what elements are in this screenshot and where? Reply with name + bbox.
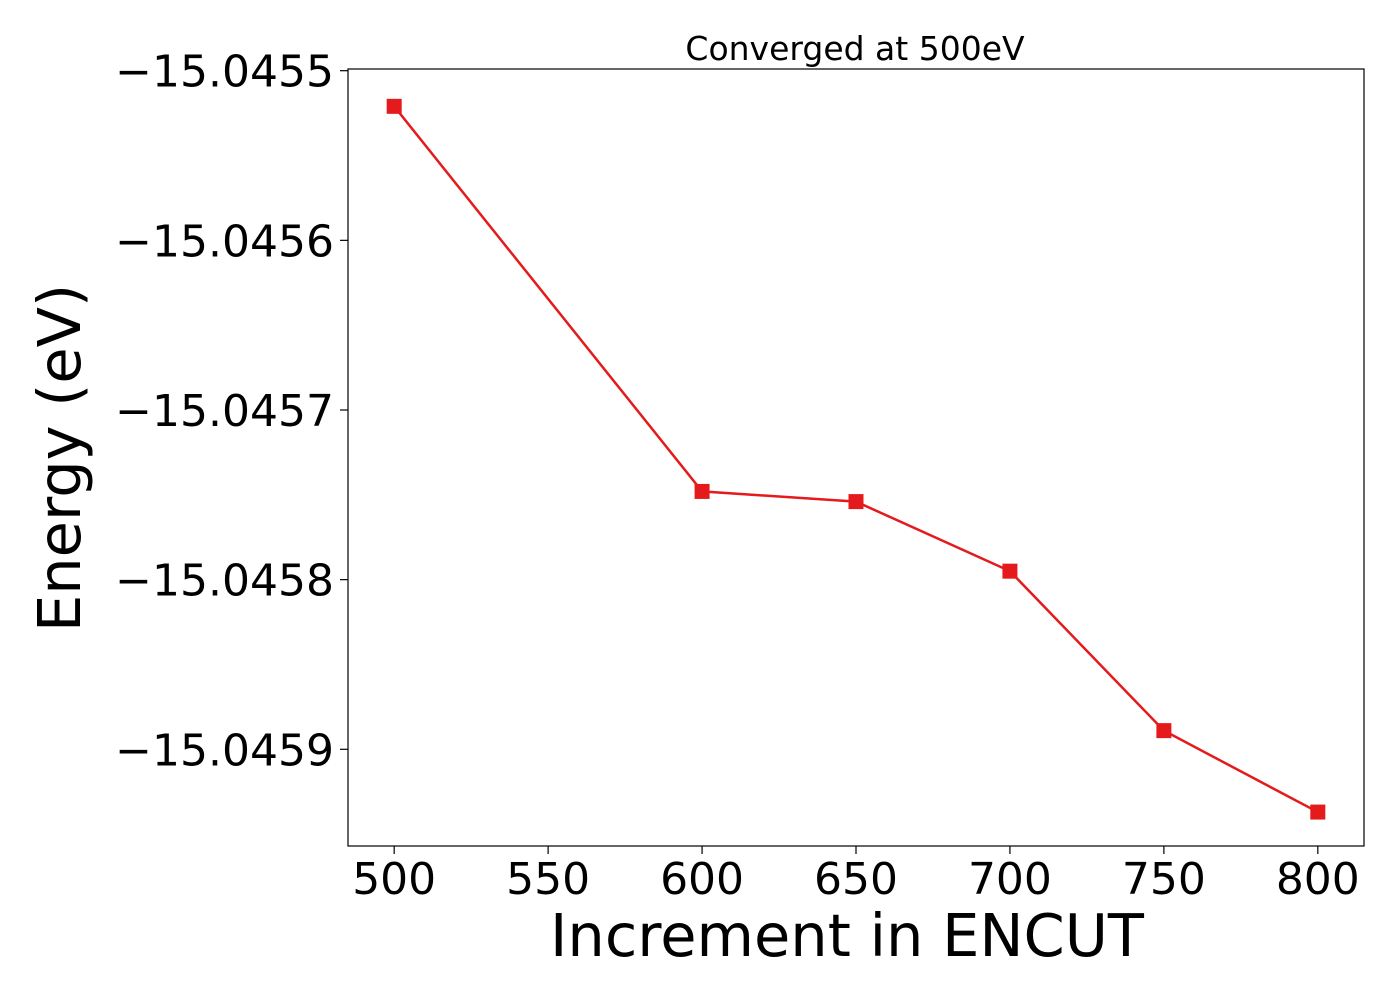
chart-title: Converged at 500eV bbox=[685, 29, 1025, 68]
x-axis-label: Increment in ENCUT bbox=[550, 901, 1145, 970]
x-tick-label: 650 bbox=[814, 854, 898, 905]
y-tick-label: −15.0456 bbox=[115, 216, 334, 267]
x-tick-label: 800 bbox=[1276, 854, 1360, 905]
y-axis-label: Energy (eV) bbox=[25, 284, 94, 632]
y-tick-label: −15.0457 bbox=[115, 386, 334, 437]
x-tick-label: 500 bbox=[352, 854, 436, 905]
x-tick-label: 700 bbox=[968, 854, 1052, 905]
data-point-marker bbox=[1310, 804, 1326, 820]
y-tick-label: −15.0459 bbox=[115, 725, 334, 776]
series-layer bbox=[386, 98, 1326, 820]
data-point-marker bbox=[1002, 563, 1018, 579]
plot-area bbox=[348, 69, 1364, 846]
y-axis-ticks: −15.0455 −15.0456 −15.0457 −15.0458 −15.0459 bbox=[115, 47, 348, 776]
y-tick-label: −15.0455 bbox=[115, 47, 334, 98]
data-point-marker bbox=[386, 98, 402, 114]
x-tick-label: 550 bbox=[506, 854, 590, 905]
x-tick-label: 600 bbox=[660, 854, 744, 905]
y-tick-label: −15.0458 bbox=[115, 556, 334, 607]
series-line bbox=[393, 105, 1319, 814]
data-point-marker bbox=[1156, 723, 1172, 739]
data-point-marker bbox=[694, 483, 710, 499]
x-tick-label: 750 bbox=[1122, 854, 1206, 905]
x-axis-ticks: 500 550 600 650 700 750 800 bbox=[352, 846, 1360, 905]
data-point-marker bbox=[848, 494, 864, 510]
